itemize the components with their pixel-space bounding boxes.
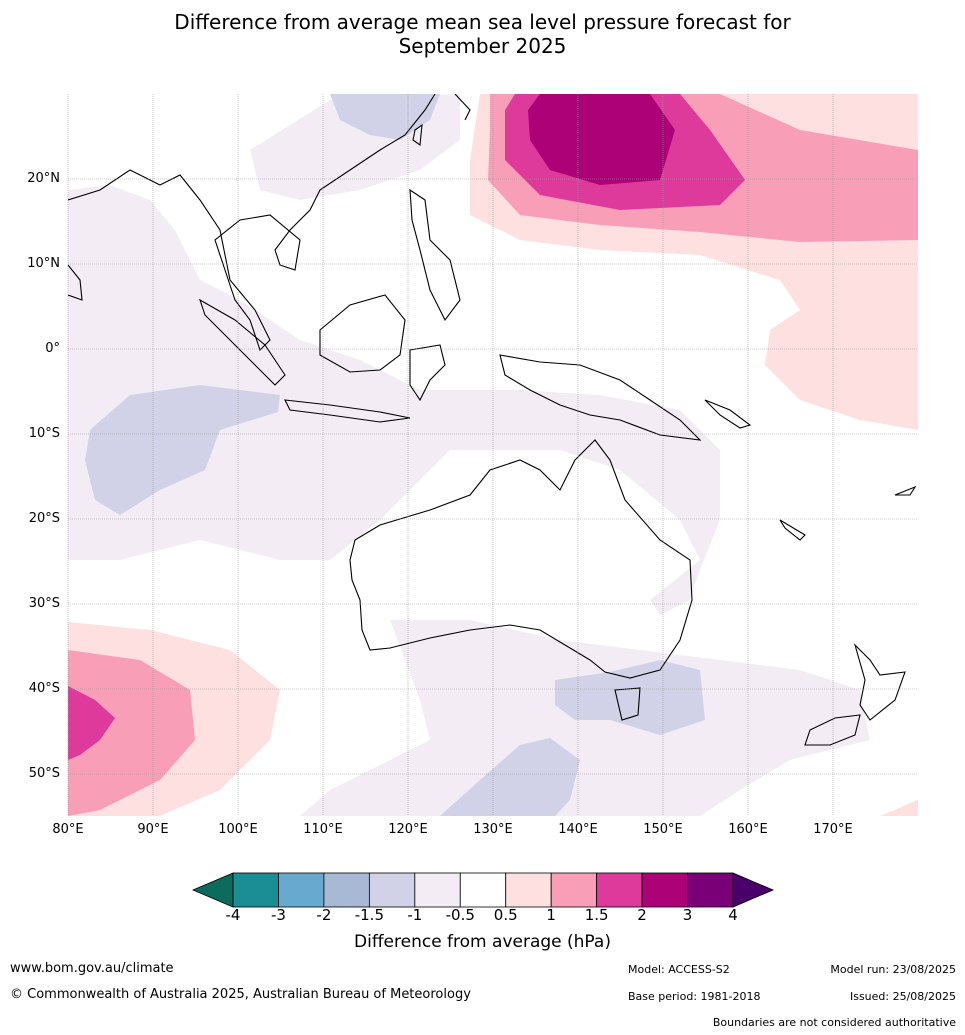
- colorbar-tick-label: -3: [270, 906, 286, 924]
- colorbar-cell: [505, 872, 552, 908]
- colorbar-cell: [414, 872, 461, 908]
- colorbar-cell: [278, 872, 325, 908]
- anomaly-area-plus1-sw: [68, 650, 195, 816]
- colorbar-under-arrow: [191, 872, 234, 908]
- lon-label-150e: 150°E: [643, 822, 683, 837]
- footer-url[interactable]: www.bom.gov.au/climate: [10, 961, 174, 976]
- lon-label-110e: 110°E: [303, 822, 343, 837]
- colorbar-cell: [687, 872, 734, 908]
- lat-label-50s: 50°S: [28, 766, 60, 781]
- lon-label-160e: 160°E: [728, 822, 768, 837]
- lon-label-120e: 120°E: [388, 822, 428, 837]
- graticule: [67, 94, 918, 816]
- lat-label-10n: 10°N: [27, 256, 60, 271]
- java-coast: [284, 399, 411, 423]
- footer-model: Model: ACCESS-S2: [628, 963, 730, 976]
- footer-disclaimer: Boundaries are not considered authoritat…: [712, 1016, 956, 1029]
- lat-label-40s: 40°S: [28, 681, 60, 696]
- anomaly-area-plus05-se: [880, 800, 918, 816]
- colorbar-cell: [232, 872, 279, 908]
- footer-model-run: Model run: 23/08/2025: [830, 963, 956, 976]
- colorbar-over-arrow: [732, 872, 775, 908]
- lon-label-90e: 90°E: [137, 822, 169, 837]
- footer-base-period: Base period: 1981-2018: [628, 990, 761, 1003]
- title-line-1: Difference from average mean sea level p…: [174, 10, 791, 34]
- colorbar-tick-label: 0.5: [493, 906, 518, 924]
- australia-coast: [349, 439, 693, 679]
- anomaly-area-minus15-bight: [555, 660, 705, 735]
- colorbar-cell: [323, 872, 370, 908]
- taiwan-coast: [412, 123, 423, 146]
- lon-label-170e: 170°E: [813, 822, 853, 837]
- colorbar-tick-label: -0.5: [445, 906, 475, 924]
- footer-copyright: © Commonwealth of Australia 2025, Austra…: [10, 987, 471, 1002]
- colorbar-tick-label: 4: [728, 906, 738, 924]
- asia-mainland-coast: [68, 94, 436, 352]
- lon-label-100e: 100°E: [218, 822, 258, 837]
- sulawesi-coast: [409, 344, 446, 402]
- colorbar-tick-label: -2: [316, 906, 332, 924]
- colorbar-tick-label: -1.5: [354, 906, 384, 924]
- title-line-2: September 2025: [398, 34, 567, 58]
- anomaly-area-minus1: [68, 185, 720, 615]
- colorbar-tick-label: 3: [682, 906, 693, 924]
- lat-label-20n: 20°N: [27, 171, 60, 186]
- colorbar-tick-label: 2: [637, 906, 647, 924]
- colorbar-cell: [459, 872, 507, 908]
- colorbar-tick-label: 1: [546, 906, 556, 924]
- colorbar-title: Difference from average (hPa): [354, 932, 611, 952]
- colorbar-cells: [232, 872, 734, 908]
- coastlines: [68, 94, 917, 746]
- colorbar-cell: [641, 872, 688, 908]
- colorbar-cell: [550, 872, 598, 908]
- map-title: Difference from average mean sea level p…: [0, 10, 965, 58]
- colorbar-tick-label: 1.5: [584, 906, 609, 924]
- anomaly-area-minus15-indian: [85, 385, 280, 515]
- sumatra-coast: [199, 298, 286, 386]
- anomaly-area-minus15-china: [330, 94, 440, 140]
- lat-label-10s: 10°S: [28, 426, 60, 441]
- colorbar-cell: [368, 872, 416, 908]
- lat-label-0: 0°: [45, 341, 60, 356]
- vanuatu-fiji: [779, 485, 917, 541]
- anomaly-fields: [68, 94, 918, 816]
- new-guinea-coast: [499, 354, 702, 441]
- borneo-coast: [319, 294, 406, 373]
- solomon-islands: [704, 399, 752, 429]
- anomaly-area-plus2-ne: [528, 94, 675, 185]
- footer-issued: Issued: 25/08/2025: [849, 990, 956, 1003]
- colorbar-tick-label: -4: [225, 906, 241, 924]
- tasmania-coast: [614, 687, 641, 721]
- lon-label-130e: 130°E: [473, 822, 513, 837]
- anomaly-area-plus15-sw: [68, 686, 115, 760]
- lon-label-140e: 140°E: [558, 822, 598, 837]
- sri-lanka-india: [68, 264, 83, 301]
- lat-label-20s: 20°S: [28, 511, 60, 526]
- lat-label-30s: 30°S: [28, 596, 60, 611]
- anomaly-area-minus15-southern: [440, 738, 580, 816]
- new-zealand-north: [853, 643, 906, 721]
- colorbar-tick-label: -1: [407, 906, 423, 924]
- colorbar-cell: [596, 872, 643, 908]
- japan-coast: [454, 94, 471, 121]
- lon-label-80e: 80°E: [52, 822, 84, 837]
- philippines-coast: [409, 188, 461, 322]
- new-zealand-south: [804, 714, 861, 746]
